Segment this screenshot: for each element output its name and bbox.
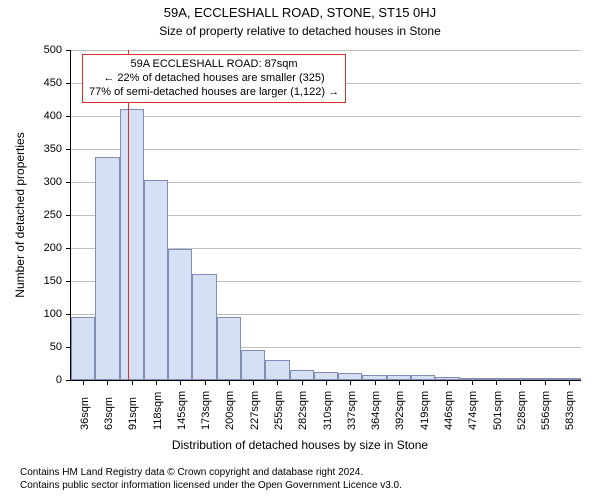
y-tick-mark [66,248,71,249]
histogram-bar [120,109,144,380]
grid-line [71,50,581,51]
y-axis-label: Number of detached properties [13,132,27,297]
histogram-bar [95,157,119,380]
x-tick-mark [326,380,327,385]
y-tick-label: 350 [30,143,62,155]
y-tick-mark [66,50,71,51]
x-tick-mark [83,380,84,385]
chart-subtitle: Size of property relative to detached ho… [0,24,600,38]
x-tick-mark [569,380,570,385]
y-tick-label: 0 [30,374,62,386]
histogram-bar [192,274,216,380]
x-tick-mark [107,380,108,385]
x-tick-label: 474sqm [467,391,479,430]
x-tick-label: 337sqm [346,391,358,430]
x-tick-label: 446sqm [443,391,455,430]
annotation-box: 59A ECCLESHALL ROAD: 87sqm← 22% of detac… [82,54,346,103]
y-tick-mark [66,380,71,381]
x-tick-label: 118sqm [152,392,164,430]
footer: Contains HM Land Registry data © Crown c… [20,466,402,492]
footer-line: Contains public sector information licen… [20,479,402,492]
histogram-bar [290,370,314,380]
footer-line: Contains HM Land Registry data © Crown c… [20,466,402,479]
x-tick-mark [350,380,351,385]
x-tick-mark [447,380,448,385]
chart-title: 59A, ECCLESHALL ROAD, STONE, ST15 0HJ [0,5,600,20]
histogram-bar [241,350,265,380]
histogram-bar [71,317,95,380]
x-tick-mark [132,380,133,385]
grid-line [71,149,581,150]
x-tick-label: 145sqm [176,391,188,430]
histogram-bar [314,372,338,380]
x-tick-mark [423,380,424,385]
y-tick-mark [66,149,71,150]
y-tick-mark [66,83,71,84]
x-tick-mark [520,380,521,385]
x-axis-label: Distribution of detached houses by size … [0,438,600,452]
annotation-line: 59A ECCLESHALL ROAD: 87sqm [89,58,339,72]
x-tick-label: 419sqm [419,391,431,430]
x-tick-label: 528sqm [516,391,528,430]
x-tick-label: 392sqm [394,391,406,430]
x-tick-label: 364sqm [370,391,382,430]
histogram-bar [144,180,168,380]
x-tick-mark [399,380,400,385]
x-tick-label: 36sqm [79,397,91,430]
x-tick-label: 282sqm [297,391,309,430]
y-tick-label: 150 [30,275,62,287]
x-tick-label: 310sqm [322,391,334,430]
y-tick-mark [66,281,71,282]
histogram-bar [217,317,241,380]
histogram-bar [265,360,289,380]
x-tick-mark [277,380,278,385]
x-tick-label: 255sqm [273,391,285,430]
y-tick-label: 500 [30,44,62,56]
grid-line [71,116,581,117]
y-tick-mark [66,215,71,216]
x-tick-mark [545,380,546,385]
x-tick-label: 227sqm [249,391,261,430]
x-tick-mark [496,380,497,385]
y-tick-label: 250 [30,209,62,221]
histogram-bar [168,249,192,380]
y-tick-label: 100 [30,308,62,320]
y-tick-mark [66,314,71,315]
x-tick-mark [472,380,473,385]
x-tick-label: 501sqm [492,391,504,430]
y-tick-mark [66,116,71,117]
y-tick-mark [66,182,71,183]
y-tick-label: 450 [30,77,62,89]
x-tick-label: 91sqm [127,397,139,430]
y-tick-label: 50 [30,341,62,353]
x-tick-mark [205,380,206,385]
x-tick-mark [156,380,157,385]
annotation-line: 77% of semi-detached houses are larger (… [89,86,339,100]
y-tick-label: 200 [30,242,62,254]
histogram-bar [338,373,362,380]
x-tick-mark [180,380,181,385]
x-tick-mark [253,380,254,385]
x-tick-mark [229,380,230,385]
x-tick-label: 173sqm [200,391,212,430]
y-tick-label: 400 [30,110,62,122]
x-tick-mark [375,380,376,385]
y-tick-label: 300 [30,176,62,188]
x-tick-label: 63sqm [103,397,115,430]
x-tick-label: 200sqm [224,391,236,430]
x-tick-mark [302,380,303,385]
x-tick-label: 583sqm [564,391,576,430]
annotation-line: ← 22% of detached houses are smaller (32… [89,72,339,86]
x-tick-label: 556sqm [540,391,552,430]
